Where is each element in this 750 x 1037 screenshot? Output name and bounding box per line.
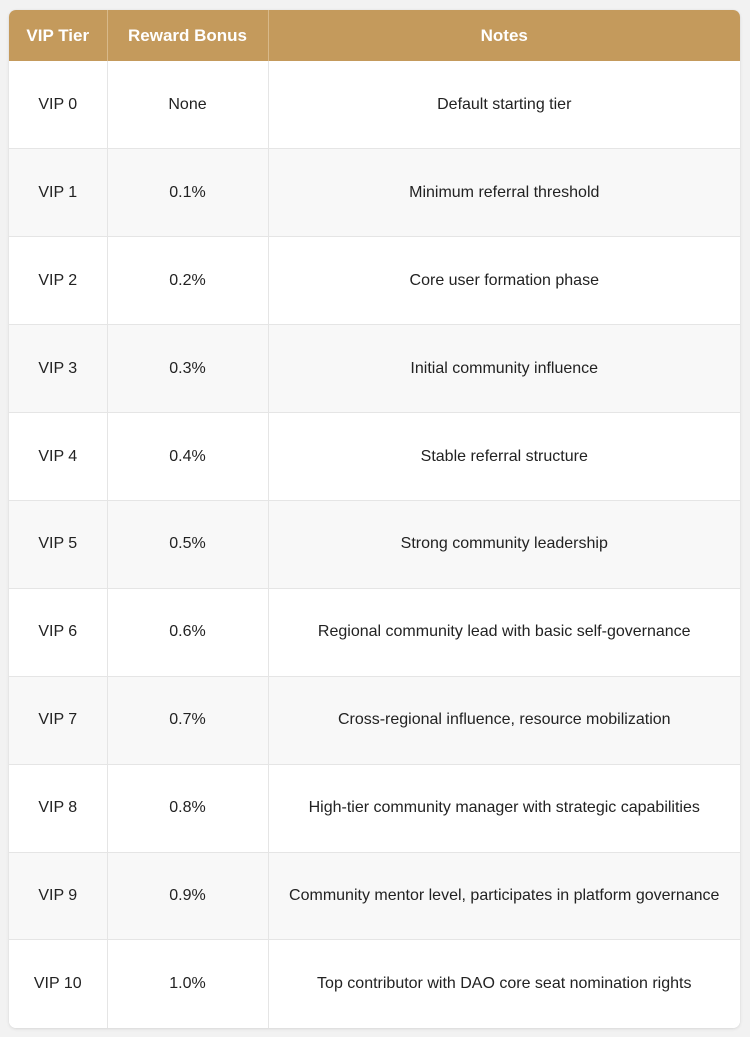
cell-notes: Community mentor level, participates in … [268,852,740,941]
cell-reward-bonus: 0.3% [107,324,269,414]
cell-reward-bonus: 1.0% [107,939,269,1028]
cell-notes: Top contributor with DAO core seat nomin… [268,939,740,1028]
table-body: VIP 0 None Default starting tier VIP 1 0… [9,61,740,1028]
header-vip-tier: VIP Tier [9,10,108,61]
cell-notes: Default starting tier [268,61,740,150]
cell-notes: Cross-regional influence, resource mobil… [268,676,740,765]
cell-reward-bonus: 0.2% [107,236,269,326]
cell-reward-bonus: 0.7% [107,676,269,765]
cell-vip-tier: VIP 10 [9,939,108,1028]
table-row: VIP 2 0.2% Core user formation phase [9,236,740,326]
cell-vip-tier: VIP 0 [9,61,108,150]
table-row: VIP 1 0.1% Minimum referral threshold [9,148,740,238]
header-row: VIP Tier Reward Bonus Notes [9,10,740,61]
table-header: VIP Tier Reward Bonus Notes [9,10,740,61]
table-row: VIP 3 0.3% Initial community influence [9,324,740,414]
cell-notes: Stable referral structure [268,412,740,501]
cell-notes: Initial community influence [268,324,740,414]
table-row: VIP 6 0.6% Regional community lead with … [9,588,740,677]
cell-vip-tier: VIP 3 [9,324,108,414]
cell-reward-bonus: 0.1% [107,148,269,238]
cell-notes: Core user formation phase [268,236,740,326]
cell-reward-bonus: 0.4% [107,412,269,501]
table-row: VIP 0 None Default starting tier [9,61,740,150]
cell-vip-tier: VIP 7 [9,676,108,765]
cell-vip-tier: VIP 5 [9,500,108,589]
header-notes: Notes [268,10,740,61]
cell-vip-tier: VIP 6 [9,588,108,677]
cell-reward-bonus: 0.5% [107,500,269,589]
vip-tier-table-card: VIP Tier Reward Bonus Notes VIP 0 None D… [9,10,740,1028]
table-row: VIP 4 0.4% Stable referral structure [9,412,740,501]
cell-notes: Strong community leadership [268,500,740,589]
table-row: VIP 5 0.5% Strong community leadership [9,500,740,589]
cell-reward-bonus: 0.8% [107,764,269,853]
table-row: VIP 9 0.9% Community mentor level, parti… [9,852,740,941]
cell-vip-tier: VIP 2 [9,236,108,326]
vip-tier-table: VIP Tier Reward Bonus Notes VIP 0 None D… [9,10,740,1028]
table-row: VIP 10 1.0% Top contributor with DAO cor… [9,939,740,1028]
cell-vip-tier: VIP 8 [9,764,108,853]
table-row: VIP 7 0.7% Cross-regional influence, res… [9,676,740,765]
header-reward-bonus: Reward Bonus [107,10,269,61]
cell-reward-bonus: 0.6% [107,588,269,677]
cell-reward-bonus: 0.9% [107,852,269,941]
cell-vip-tier: VIP 4 [9,412,108,501]
cell-vip-tier: VIP 1 [9,148,108,238]
cell-notes: High-tier community manager with strateg… [268,764,740,853]
cell-notes: Regional community lead with basic self-… [268,588,740,677]
cell-vip-tier: VIP 9 [9,852,108,941]
table-row: VIP 8 0.8% High-tier community manager w… [9,764,740,853]
cell-notes: Minimum referral threshold [268,148,740,238]
cell-reward-bonus: None [107,61,269,150]
